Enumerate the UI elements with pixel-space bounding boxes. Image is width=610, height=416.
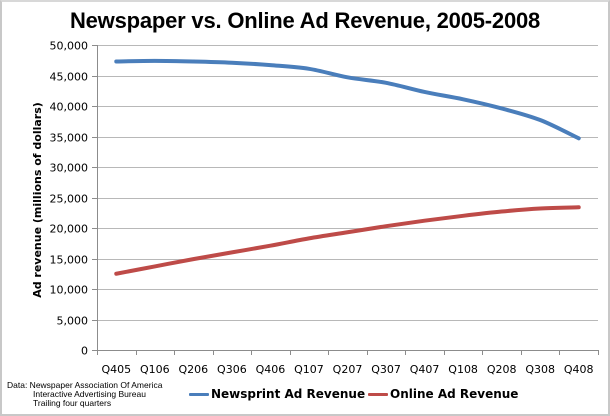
legend-swatch-online [368, 392, 388, 396]
x-tick-label: Q107 [294, 363, 324, 376]
legend-item-newsprint: Newsprint Ad Revenue [189, 386, 365, 402]
y-tick-label: 0 [81, 345, 88, 358]
gridlines [97, 45, 598, 321]
x-tick-label: Q108 [448, 363, 478, 376]
x-tick-label: Q407 [410, 363, 440, 376]
x-tick-label: Q306 [217, 363, 247, 376]
y-tick-label: 35,000 [50, 132, 89, 145]
x-tick-label: Q405 [101, 363, 131, 376]
chart-title: Newspaper vs. Online Ad Revenue, 2005-20… [69, 8, 541, 33]
source-line-3: Trailing four quarters [33, 398, 112, 408]
x-tick-label: Q208 [487, 363, 517, 376]
x-tick-label: Q406 [256, 363, 286, 376]
y-tick-label: 5,000 [57, 315, 89, 328]
x-tick-label: Q106 [140, 363, 170, 376]
x-tick-label: Q206 [179, 363, 209, 376]
x-tick-labels: Q405 Q106 Q206 Q306 Q406 Q107 Q207 Q307 Q407 Q108… [101, 363, 593, 376]
y-tick-label: 30,000 [50, 162, 89, 175]
y-tick-label: 15,000 [50, 254, 89, 267]
y-tick-label: 45,000 [50, 71, 89, 84]
source-line-1: Data: Newspaper Association Of America [7, 380, 163, 390]
y-axis-label: Ad revenue (millions of dollars) [31, 102, 44, 298]
legend-item-online: Online Ad Revenue [368, 386, 518, 402]
y-tick-label: 25,000 [50, 193, 89, 206]
legend-label-newsprint: Newsprint Ad Revenue [211, 387, 366, 401]
axes [92, 45, 599, 355]
series-line-online [114, 205, 581, 276]
source-line-2: Interactive Advertising Bureau [33, 389, 146, 399]
y-tick-label: 10,000 [50, 284, 89, 297]
x-tick-label: Q307 [371, 363, 401, 376]
x-tick-label: Q408 [564, 363, 594, 376]
legend-label-online: Online Ad Revenue [390, 387, 519, 401]
x-tick-label: Q207 [333, 363, 363, 376]
y-tick-labels: 0 5,000 10,000 15,000 20,000 25,000 30,000 35,0… [50, 40, 89, 358]
series-lines [114, 58, 581, 276]
y-tick-label: 40,000 [50, 101, 89, 114]
y-tick-label: 20,000 [50, 223, 89, 236]
series-line-newsprint [114, 58, 581, 141]
legend-swatch-newsprint [189, 392, 209, 396]
data-source-note: Data: Newspaper Association Of America I… [7, 381, 162, 408]
y-tick-label: 50,000 [50, 40, 89, 53]
x-tick-label: Q308 [525, 363, 555, 376]
